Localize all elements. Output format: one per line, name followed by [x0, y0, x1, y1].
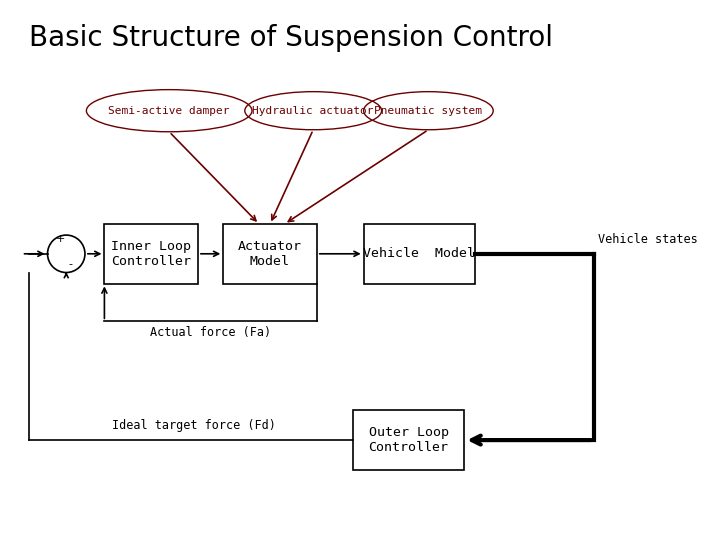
- Text: Inner Loop
Controller: Inner Loop Controller: [111, 240, 192, 268]
- Text: Outer Loop
Controller: Outer Loop Controller: [369, 426, 449, 454]
- Text: +: +: [56, 234, 66, 244]
- Text: -: -: [68, 259, 72, 269]
- Text: Vehicle states: Vehicle states: [598, 233, 698, 246]
- Text: Hydraulic actuator: Hydraulic actuator: [253, 106, 374, 116]
- Bar: [223, 224, 317, 284]
- Text: Vehicle  Model: Vehicle Model: [364, 247, 475, 260]
- Text: Pneumatic system: Pneumatic system: [374, 106, 482, 116]
- Bar: [104, 224, 198, 284]
- Bar: [353, 410, 464, 470]
- Text: Ideal target force (Fd): Ideal target force (Fd): [112, 419, 276, 432]
- Text: Actual force (Fa): Actual force (Fa): [150, 326, 271, 339]
- Text: Actuator
Model: Actuator Model: [238, 240, 302, 268]
- Text: Semi-active damper: Semi-active damper: [109, 106, 230, 116]
- Text: Basic Structure of Suspension Control: Basic Structure of Suspension Control: [29, 24, 553, 52]
- Bar: [364, 224, 475, 284]
